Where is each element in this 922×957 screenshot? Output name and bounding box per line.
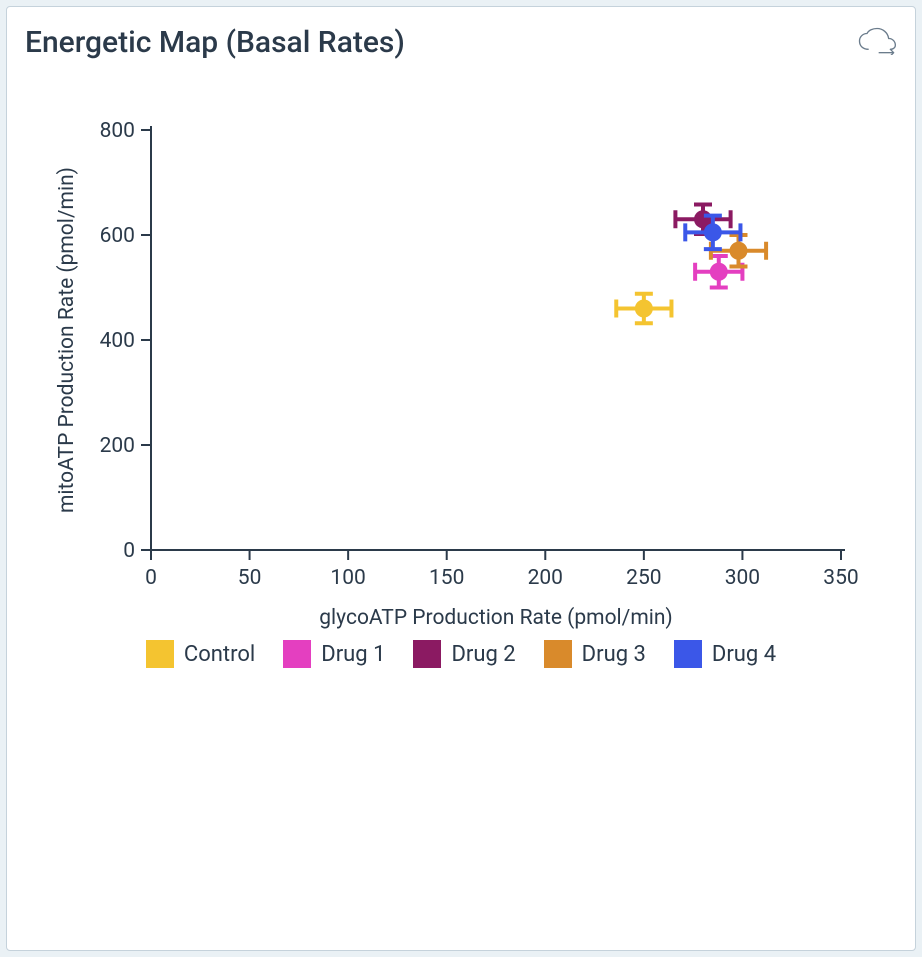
svg-text:100: 100 [330, 566, 365, 590]
svg-text:mitoATP Production Rate (pmol/: mitoATP Production Rate (pmol/min) [55, 167, 79, 513]
svg-text:0: 0 [123, 539, 135, 563]
legend-label: Drug 1 [321, 642, 385, 667]
legend-swatch [674, 640, 702, 668]
svg-text:200: 200 [528, 566, 563, 590]
svg-text:300: 300 [725, 566, 760, 590]
legend-swatch [283, 640, 311, 668]
chart-container: 0 200 400 600 800 mitoATP Production Rate (pm… [25, 70, 897, 668]
legend-item[interactable]: Drug 3 [544, 640, 646, 668]
legend-item[interactable]: Drug 4 [674, 640, 776, 668]
svg-text:150: 150 [429, 566, 464, 590]
legend-label: Drug 4 [712, 642, 776, 667]
svg-text:800: 800 [100, 119, 135, 143]
svg-text:250: 250 [626, 566, 661, 590]
cloud-export-icon [857, 27, 897, 55]
legend-item[interactable]: Control [146, 640, 255, 668]
energetic-map-chart: 0 200 400 600 800 mitoATP Production Rate (pm… [31, 70, 891, 630]
svg-text:0: 0 [145, 566, 157, 590]
svg-text:400: 400 [100, 329, 135, 353]
svg-text:200: 200 [100, 434, 135, 458]
chart-legend: Control Drug 1 Drug 2 Drug 3 Drug 4 [146, 640, 776, 668]
svg-text:50: 50 [238, 566, 262, 590]
legend-label: Drug 3 [582, 642, 646, 667]
svg-text:glycoATP Production Rate (pmol: glycoATP Production Rate (pmol/min) [319, 606, 673, 630]
chart-panel: Energetic Map (Basal Rates) 0 200 400 600 80… [6, 6, 916, 951]
svg-text:600: 600 [100, 224, 135, 248]
legend-label: Control [184, 642, 255, 667]
svg-text:350: 350 [823, 566, 858, 590]
legend-item[interactable]: Drug 2 [413, 640, 515, 668]
legend-swatch [544, 640, 572, 668]
panel-header: Energetic Map (Basal Rates) [25, 25, 897, 60]
export-cloud-button[interactable] [857, 27, 897, 59]
legend-item[interactable]: Drug 1 [283, 640, 385, 668]
legend-swatch [146, 640, 174, 668]
legend-swatch [413, 640, 441, 668]
panel-title: Energetic Map (Basal Rates) [25, 25, 405, 60]
legend-label: Drug 2 [451, 642, 515, 667]
